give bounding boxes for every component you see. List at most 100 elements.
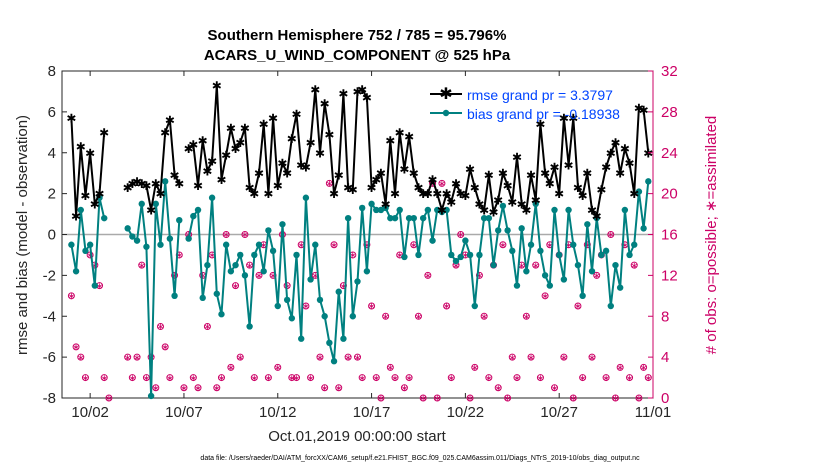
legend: ✱ rmse grand pr = 3.3797 bias grand pr =… xyxy=(430,86,620,122)
obs-assimilated-marker: ∗ xyxy=(297,240,305,250)
x-tick-label: 10/27 xyxy=(540,404,578,421)
obs-assimilated-marker: ∗ xyxy=(626,373,634,383)
bias-point xyxy=(101,214,108,222)
rmse-point: ✱ xyxy=(207,154,217,168)
rmse-point: ✱ xyxy=(306,136,316,150)
legend-bias-label: bias grand pr = -0.18938 xyxy=(467,106,620,122)
rmse-point: ✱ xyxy=(315,146,325,160)
bias-point xyxy=(466,251,474,259)
bias-point xyxy=(279,221,286,228)
obs-assimilated-marker: ∗ xyxy=(480,311,488,321)
x-tick-label: 10/22 xyxy=(447,404,485,421)
obs-possible-marker xyxy=(152,384,160,392)
rmse-point: ✱ xyxy=(155,187,165,201)
bias-point xyxy=(405,214,413,222)
rmse-point: ✱ xyxy=(564,159,574,173)
bias-point xyxy=(593,214,600,222)
obs-possible-marker xyxy=(255,271,263,279)
bias-point xyxy=(176,216,183,224)
bias-point xyxy=(570,241,577,248)
obs-assimilated-marker: ∗ xyxy=(330,240,338,250)
x-tick-label: 10/02 xyxy=(71,404,109,421)
obs-assimilated-marker: ∗ xyxy=(208,250,216,260)
y-tick-label: -6 xyxy=(43,349,56,366)
rmse-point: ✱ xyxy=(568,112,578,126)
rmse-point: ✱ xyxy=(123,181,133,195)
bias-point xyxy=(452,257,460,265)
obs-possible-marker xyxy=(100,374,108,382)
obs-possible-marker xyxy=(522,312,530,320)
x-tick-label: 10/07 xyxy=(165,404,203,421)
obs-assimilated-marker: ∗ xyxy=(584,240,592,250)
obs-assimilated-marker: ∗ xyxy=(293,373,301,383)
obs-assimilated-marker: ∗ xyxy=(152,383,160,393)
rmse-point: ✱ xyxy=(221,148,231,162)
rmse-point: ✱ xyxy=(545,177,555,191)
bias-point xyxy=(387,214,394,222)
obs-assimilated-marker: ∗ xyxy=(494,383,502,393)
obs-assimilated-marker: ∗ xyxy=(241,230,249,240)
obs-assimilated-marker: ∗ xyxy=(443,301,451,311)
bias-point xyxy=(560,276,568,283)
rmse-point: ✱ xyxy=(559,112,569,126)
rmse-point: ✱ xyxy=(160,126,170,140)
bias-point xyxy=(283,296,291,304)
obs-assimilated-marker: ∗ xyxy=(452,260,460,270)
obs-possible-marker xyxy=(471,363,479,371)
bias-point xyxy=(631,241,638,248)
obs-possible-marker xyxy=(400,384,408,392)
x-tick-label: 10/12 xyxy=(259,404,297,421)
obs-assimilated-marker: ∗ xyxy=(316,352,324,362)
rmse-point: ✱ xyxy=(193,179,203,193)
y-axis-label-right: # of obs: o=possible; ∗=assimilated xyxy=(703,116,720,355)
bias-point xyxy=(551,206,558,214)
rmse-point: ✱ xyxy=(554,187,564,201)
obs-possible-marker xyxy=(635,394,643,402)
bias-point xyxy=(232,261,239,269)
rmse-point: ✱ xyxy=(287,132,297,146)
bias-point xyxy=(222,241,230,248)
obs-assimilated-marker: ∗ xyxy=(166,373,174,383)
obs-assimilated-marker: ∗ xyxy=(391,373,399,383)
obs-assimilated-marker: ∗ xyxy=(161,342,169,352)
bias-point xyxy=(208,194,216,201)
y-tick-label: 2 xyxy=(48,186,56,203)
obs-possible-marker xyxy=(157,322,164,330)
bias-point xyxy=(363,268,371,275)
rmse-point: ✱ xyxy=(343,181,353,195)
bias-point xyxy=(166,235,174,242)
obs-assimilated-marker: ∗ xyxy=(194,383,202,393)
obs-possible-marker xyxy=(335,384,343,392)
obs-possible-marker xyxy=(504,394,512,402)
rmse-point: ✱ xyxy=(235,136,245,150)
obs-possible-marker xyxy=(508,353,516,361)
rmse-point: ✱ xyxy=(249,187,259,201)
y-tick-label: 6 xyxy=(48,104,56,121)
bias-point xyxy=(495,227,502,234)
rmse-point: ✱ xyxy=(578,189,588,203)
bias-point xyxy=(227,268,235,275)
bias-point xyxy=(344,214,352,222)
obs-possible-marker xyxy=(527,353,535,361)
bias-point xyxy=(298,335,305,342)
obs-assimilated-marker: ∗ xyxy=(523,311,531,321)
rmse-point: ✱ xyxy=(146,203,156,217)
obs-possible-marker xyxy=(607,231,615,238)
bias-point xyxy=(523,268,530,275)
obs-assimilated-marker: ∗ xyxy=(537,373,545,383)
obs-possible-marker xyxy=(330,241,338,249)
obs-possible-marker xyxy=(447,374,455,382)
rmse-point: ✱ xyxy=(216,173,226,187)
obs-possible-marker xyxy=(307,374,315,382)
obs-assimilated-marker: ∗ xyxy=(569,393,577,403)
obs-assimilated-marker: ∗ xyxy=(199,271,207,281)
y-tick-label: -4 xyxy=(43,308,56,325)
bias-point xyxy=(72,268,80,275)
rmse-point: ✱ xyxy=(479,203,489,217)
rmse-point: ✱ xyxy=(371,173,381,187)
bias-point xyxy=(480,214,488,222)
obs-assimilated-marker: ∗ xyxy=(326,179,334,189)
y-tick-label: 8 xyxy=(48,63,56,80)
bias-point xyxy=(485,214,493,222)
bias-point xyxy=(138,200,145,208)
